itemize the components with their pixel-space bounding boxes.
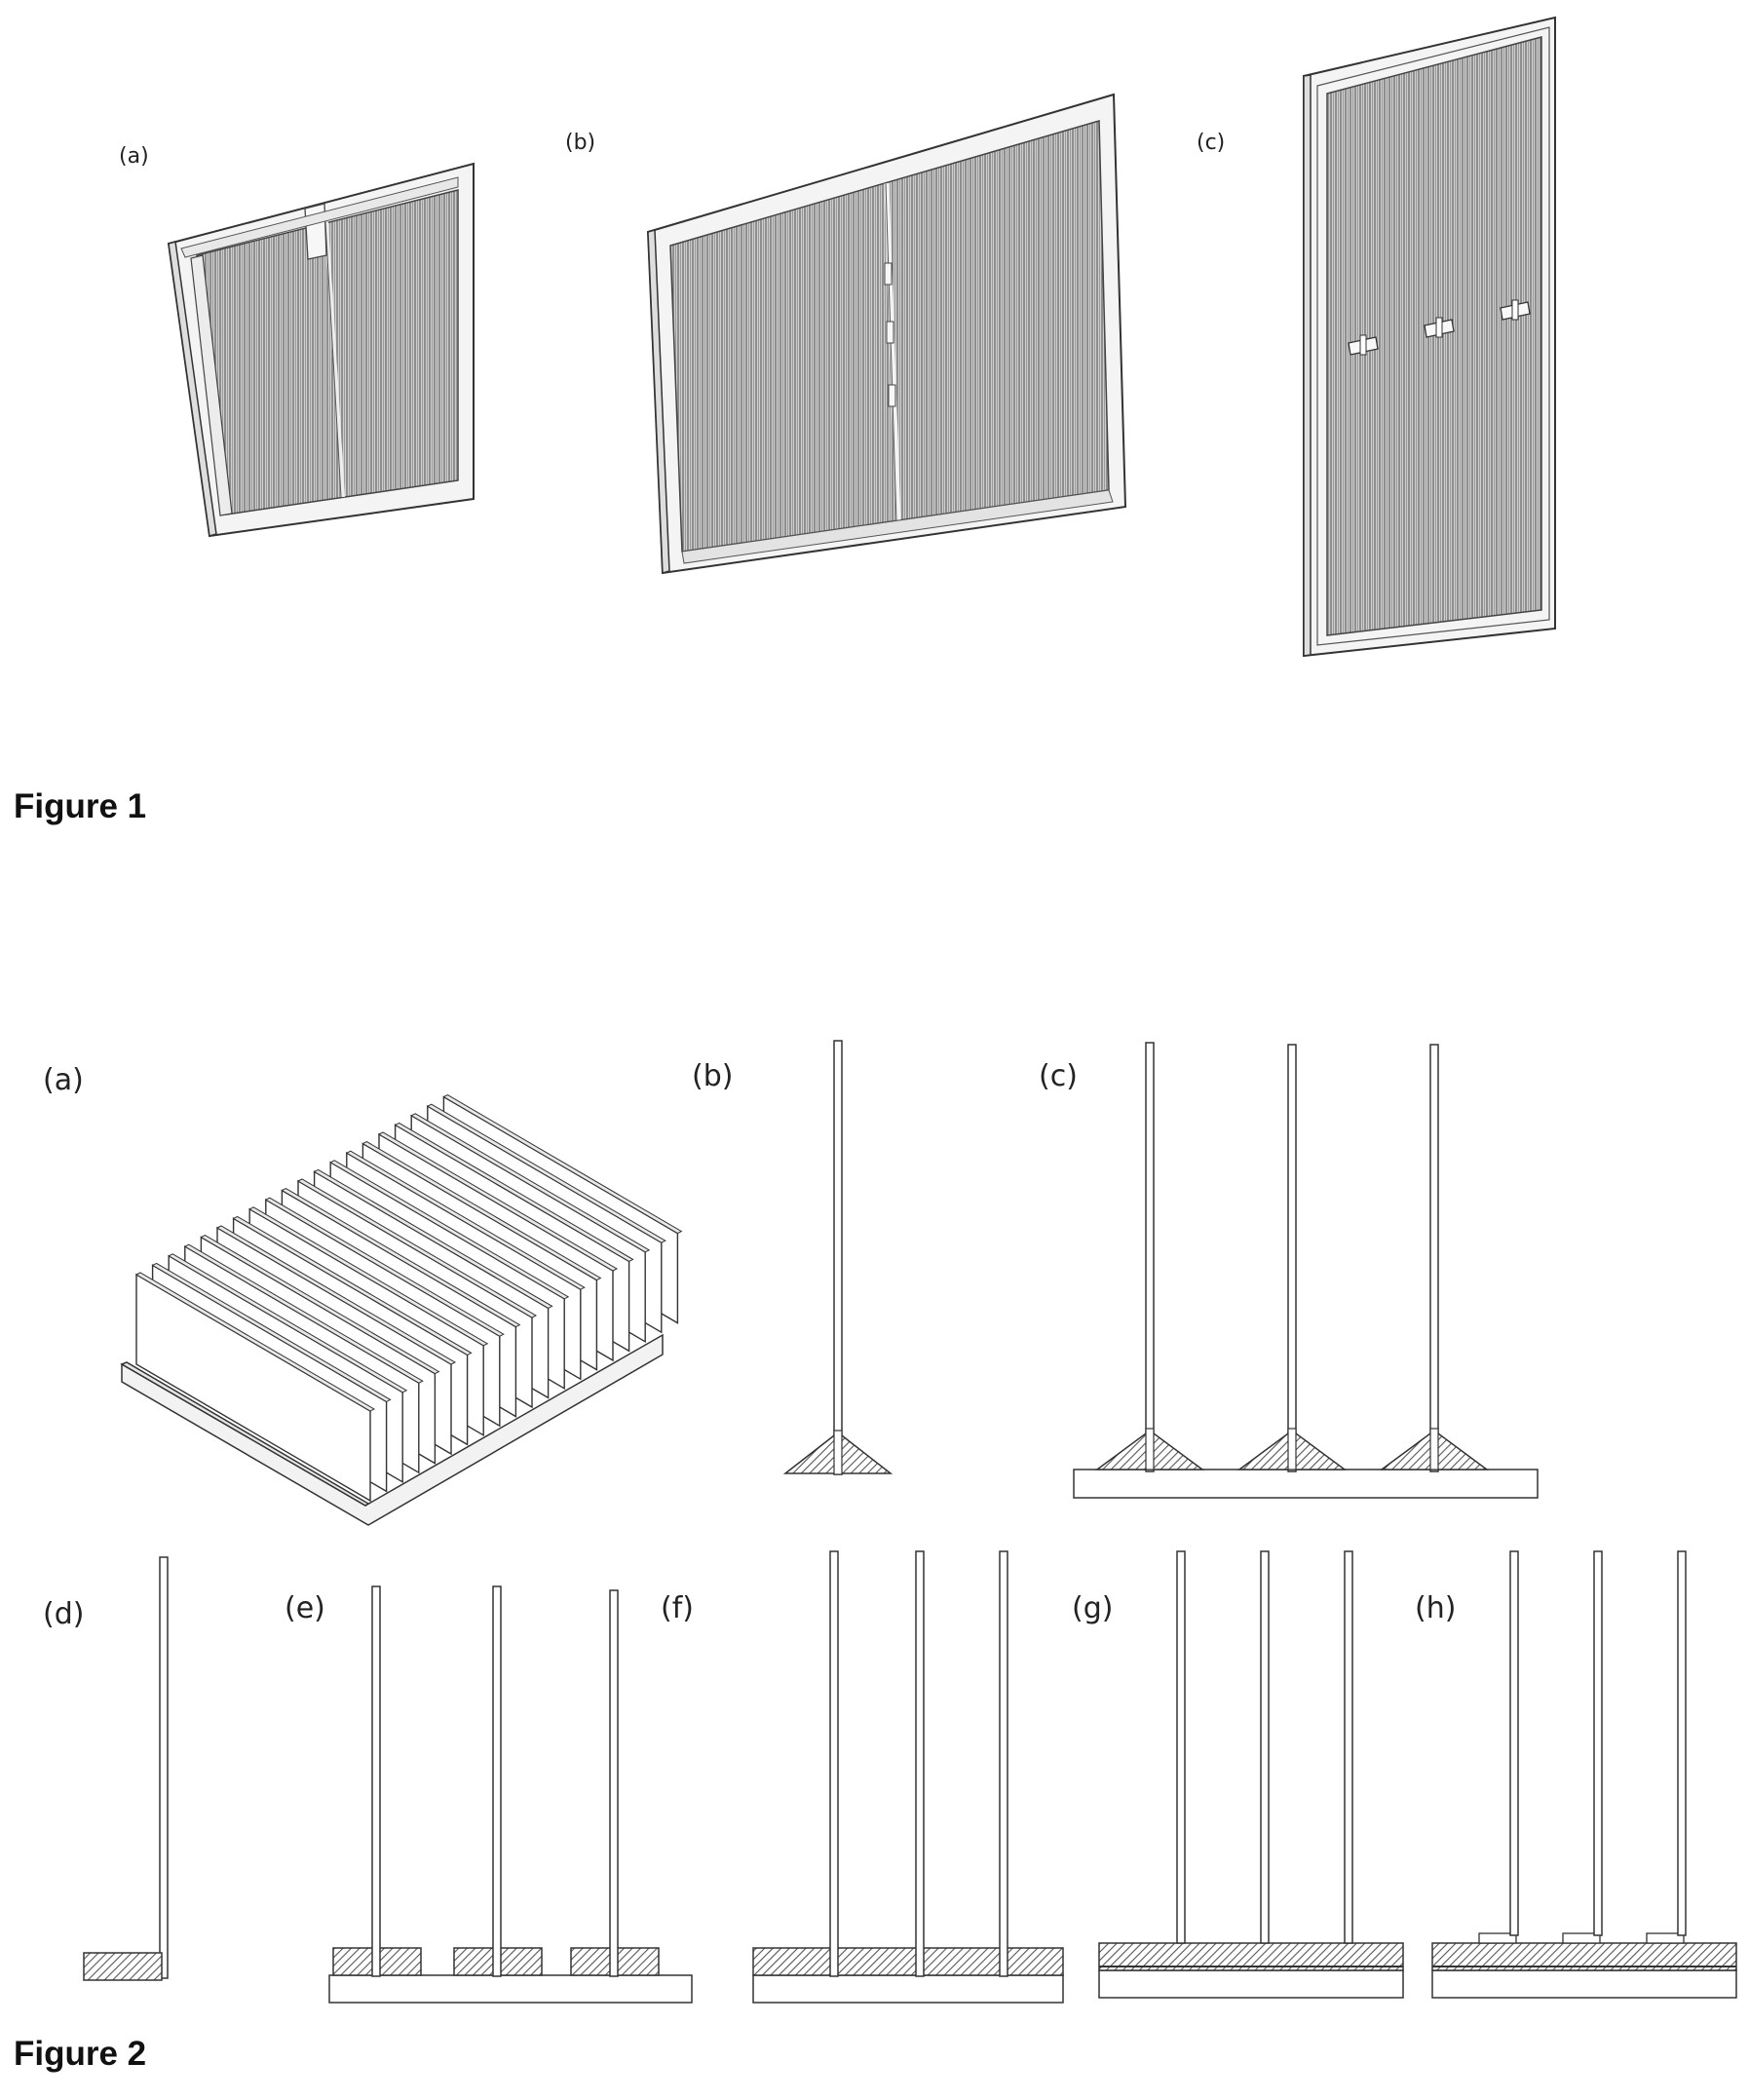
- fig2-panel-h-label: (h): [1415, 1591, 1456, 1625]
- figure2-caption: Figure 2: [14, 2035, 146, 2074]
- fig2-panel-f-label: (f): [661, 1591, 694, 1625]
- fig2f-drawing: [753, 1551, 1063, 2003]
- fig2-panel-e: (e): [285, 1586, 692, 2003]
- fig1-panel-a: (a): [119, 144, 474, 536]
- fig2h-drawing: [1432, 1551, 1736, 1998]
- fig2c-base: [1074, 1470, 1538, 1498]
- fig1-panel-b: (b): [565, 95, 1125, 573]
- fig2-panel-d-label: (d): [43, 1597, 84, 1631]
- fig2c-fin-2: [1239, 1045, 1345, 1471]
- fig2-panel-c: (c): [1039, 1043, 1538, 1498]
- fig2g-drawing: [1099, 1551, 1403, 1998]
- fig1-panel-b-label: (b): [565, 131, 595, 155]
- fig2d-drawing: [84, 1557, 168, 1980]
- fig2-panel-f: (f): [661, 1551, 1063, 2003]
- fig1a-panel-drawing: [169, 164, 474, 536]
- fig1c-panel-drawing: [1304, 18, 1555, 656]
- fig2b-fin: [785, 1041, 891, 1474]
- fig2-panel-c-label: (c): [1039, 1059, 1078, 1093]
- fig2-panel-d: (d): [43, 1557, 168, 1980]
- figure1: (a) (b): [119, 18, 1555, 656]
- fig2a-fin-block: [122, 1095, 681, 1525]
- fig2-panel-e-label: (e): [285, 1591, 325, 1625]
- fig2e-drawing: [329, 1586, 692, 2003]
- fig2c-fin-1: [1097, 1043, 1202, 1471]
- figure1-caption: Figure 1: [14, 787, 146, 826]
- fig2c-fin-3: [1382, 1045, 1487, 1471]
- fig2-panel-b-label: (b): [692, 1059, 733, 1093]
- fig2-panel-g-label: (g): [1072, 1591, 1113, 1625]
- fig2-panel-b: (b): [692, 1041, 891, 1474]
- fig1-panel-a-label: (a): [119, 144, 149, 169]
- figure2: (a) (b) (c): [43, 1041, 1736, 2003]
- fig2-panel-a: (a): [43, 1063, 681, 1525]
- fig1b-panel-drawing: [648, 95, 1125, 573]
- fig2-panel-h: (h): [1415, 1551, 1736, 1998]
- fig2c-drawing: [1074, 1043, 1538, 1498]
- fig1-panel-c: (c): [1197, 18, 1555, 656]
- fig2-panel-g: (g): [1072, 1551, 1403, 1998]
- fig2-panel-a-label: (a): [43, 1063, 84, 1097]
- fig1-panel-c-label: (c): [1197, 131, 1225, 155]
